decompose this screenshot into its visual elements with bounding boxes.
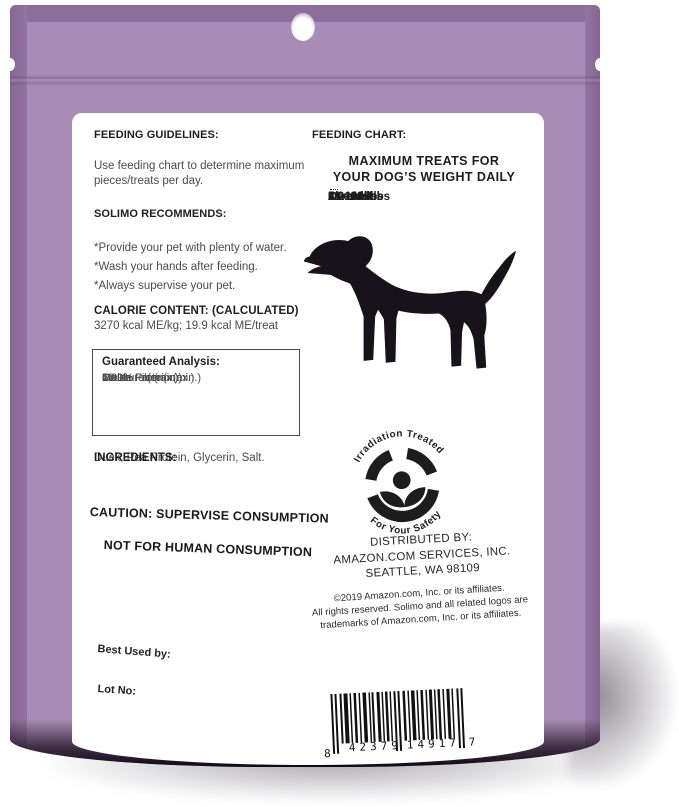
analysis-value: 1.0% <box>102 372 128 384</box>
dot-leader <box>330 189 338 190</box>
hang-hole <box>291 13 315 41</box>
barcode-trail-digit: 7 <box>468 736 475 749</box>
bag-zipper-crease <box>10 75 600 87</box>
irradiation-top-text: Irradiation Treated <box>349 424 446 466</box>
caution-statement: CAUTION: SUPERVISE CONSUMPTION <box>89 505 330 526</box>
tear-notch-left <box>10 58 15 71</box>
not-for-human-statement: NOT FOR HUMAN CONSUMPTION <box>103 538 313 560</box>
recommendation-item: *Wash your hands after feeding. <box>94 261 258 273</box>
treat-amount: 1/2 treat <box>328 191 373 203</box>
chart-heading-line1: MAXIMUM TREATS FOR <box>348 154 500 168</box>
best-used-by-label: Best Used by: <box>97 643 172 661</box>
tear-notch-right <box>595 58 600 71</box>
solimo-recommends-title: SOLIMO RECOMMENDS: <box>94 208 227 220</box>
ingredients-block: INGREDIENTS: Duck, Pea Protein, Glycerin… <box>94 451 339 466</box>
treat-amount: 1 treat <box>328 191 363 203</box>
treat-amount: 3 treats <box>328 191 369 203</box>
treat-bag-back: FEEDING GUIDELINES: Use feeding chart to… <box>10 5 600 767</box>
barcode-group1: 42379 <box>349 739 403 754</box>
calorie-content-block: CALORIE CONTENT: (CALCULATED) 3270 kcal … <box>94 305 344 332</box>
analysis-label: Crude Fiber (max.) <box>102 372 195 384</box>
weight-range: Over 40 lbs <box>328 191 391 203</box>
ingredients-text: Duck, Pea Protein, Glycerin, Salt. <box>94 452 265 464</box>
treat-amount: 2 treats <box>328 191 369 203</box>
weight-range: 5 - 10 lbs <box>328 191 378 203</box>
dog-silhouette <box>303 236 517 369</box>
analysis-value: 20.0% <box>102 372 134 384</box>
barcode-lead-digit: 8 <box>324 747 331 760</box>
guaranteed-analysis-title: Guaranteed Analysis: <box>102 356 220 368</box>
legal-text-block: ©2019 Amazon.com, Inc. or its affiliates… <box>285 579 555 635</box>
barcode-group2: 14917 <box>407 736 461 751</box>
analysis-label: Crude Fat (min.) <box>102 372 183 384</box>
bag-left-edge <box>10 5 27 767</box>
calorie-content-title: CALORIE CONTENT: (CALCULATED) <box>94 305 299 317</box>
recommendations-list: *Provide your pet with plenty of water. … <box>94 239 334 296</box>
lot-no-label: Lot No: <box>97 683 137 698</box>
recommendation-item: *Provide your pet with plenty of water. <box>94 242 287 254</box>
label-panel: FEEDING GUIDELINES: Use feeding chart to… <box>72 113 544 765</box>
irradiation-treated-icon: Irradiation Treated For Your Safety <box>349 424 446 541</box>
guaranteed-analysis-box: Guaranteed Analysis: Crude Protein (min.… <box>92 349 300 436</box>
weight-range: 11 - 20 lbs <box>328 191 383 203</box>
weight-range: 21 - 40 lbs <box>328 191 384 203</box>
feeding-guidelines-title: FEEDING GUIDELINES: <box>94 129 219 141</box>
analysis-value: 50.0% <box>102 372 134 384</box>
analysis-label: Crude Protein (min.) <box>102 372 202 384</box>
chart-heading-line2: YOUR DOG’S WEIGHT DAILY <box>332 170 516 184</box>
feeding-guidelines-text: Use feeding chart to determine maximum p… <box>94 160 305 187</box>
feeding-chart-heading: MAXIMUM TREATS FOR YOUR DOG’S WEIGHT DAI… <box>310 153 538 185</box>
recommendation-item: *Always supervise your pet. <box>94 280 236 292</box>
analysis-value: 1.0% <box>102 372 128 384</box>
distributed-by-block: DISTRIBUTED BY: AMAZON.COM SERVICES, INC… <box>301 527 543 586</box>
feeding-chart-title: FEEDING CHART: <box>312 129 407 141</box>
calorie-content-value: 3270 kcal ME/kg; 19.9 kcal ME/treat <box>94 320 279 332</box>
bag-right-edge <box>585 5 600 767</box>
ingredients-label: INGREDIENTS: <box>94 452 177 464</box>
upc-barcode: 8 42379 14917 7 <box>324 688 476 760</box>
analysis-label: Moisture (max.) <box>102 372 179 384</box>
